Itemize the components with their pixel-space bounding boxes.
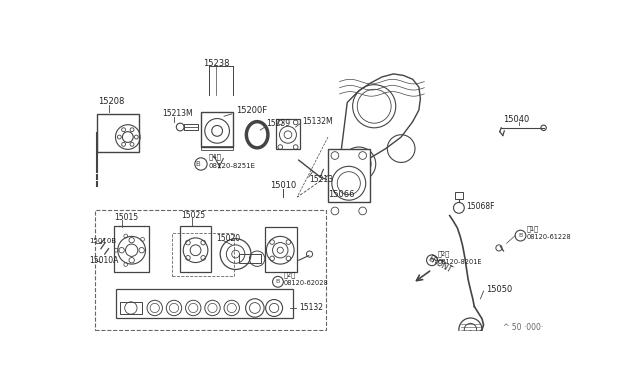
Text: 15200F: 15200F xyxy=(236,106,267,115)
Text: 08120-62028: 08120-62028 xyxy=(284,280,329,286)
Text: 15068F: 15068F xyxy=(467,202,495,211)
Bar xyxy=(116,289,293,318)
Bar xyxy=(201,145,234,150)
Bar xyxy=(239,254,261,263)
Text: 15010: 15010 xyxy=(270,181,296,190)
Bar xyxy=(184,124,198,130)
Text: 08120-8201E: 08120-8201E xyxy=(438,259,483,265)
Text: 15020: 15020 xyxy=(216,234,241,243)
Bar xyxy=(328,148,371,202)
Bar xyxy=(120,302,141,314)
Text: 15132M: 15132M xyxy=(302,117,332,126)
Bar xyxy=(455,192,463,199)
Text: 15213: 15213 xyxy=(308,175,333,184)
Bar xyxy=(276,119,300,148)
Text: （1）: （1） xyxy=(527,225,539,232)
Bar xyxy=(201,112,234,147)
Bar xyxy=(180,225,211,272)
Text: 15050: 15050 xyxy=(486,285,512,294)
Bar xyxy=(172,233,234,276)
Polygon shape xyxy=(336,74,420,195)
Bar xyxy=(97,114,140,153)
Text: B: B xyxy=(195,161,200,167)
Text: B: B xyxy=(518,233,523,238)
Bar xyxy=(114,225,149,272)
Bar xyxy=(95,210,326,330)
Text: 15040: 15040 xyxy=(504,115,530,124)
Text: 08120-61228: 08120-61228 xyxy=(527,234,572,240)
Text: ^ 50 ·000·: ^ 50 ·000· xyxy=(503,324,543,333)
Text: B: B xyxy=(430,258,434,263)
Text: 15208: 15208 xyxy=(99,97,125,106)
Text: 15010A: 15010A xyxy=(90,256,118,265)
Text: 15015: 15015 xyxy=(114,214,138,222)
Text: 08120-8251E: 08120-8251E xyxy=(209,163,255,169)
Bar xyxy=(265,227,297,272)
Text: 15239: 15239 xyxy=(266,119,291,128)
Text: （4）: （4） xyxy=(209,154,221,160)
Text: （2）: （2） xyxy=(284,272,296,278)
Text: 15010B: 15010B xyxy=(90,238,116,244)
Text: 15238: 15238 xyxy=(203,60,230,68)
Text: 15025: 15025 xyxy=(182,211,206,220)
Text: （2）: （2） xyxy=(438,250,451,257)
Text: FRONT: FRONT xyxy=(426,254,453,275)
Text: 15213M: 15213M xyxy=(163,109,193,118)
Text: 15066: 15066 xyxy=(328,190,355,199)
Text: 15132: 15132 xyxy=(299,304,323,312)
Text: B: B xyxy=(276,279,280,284)
